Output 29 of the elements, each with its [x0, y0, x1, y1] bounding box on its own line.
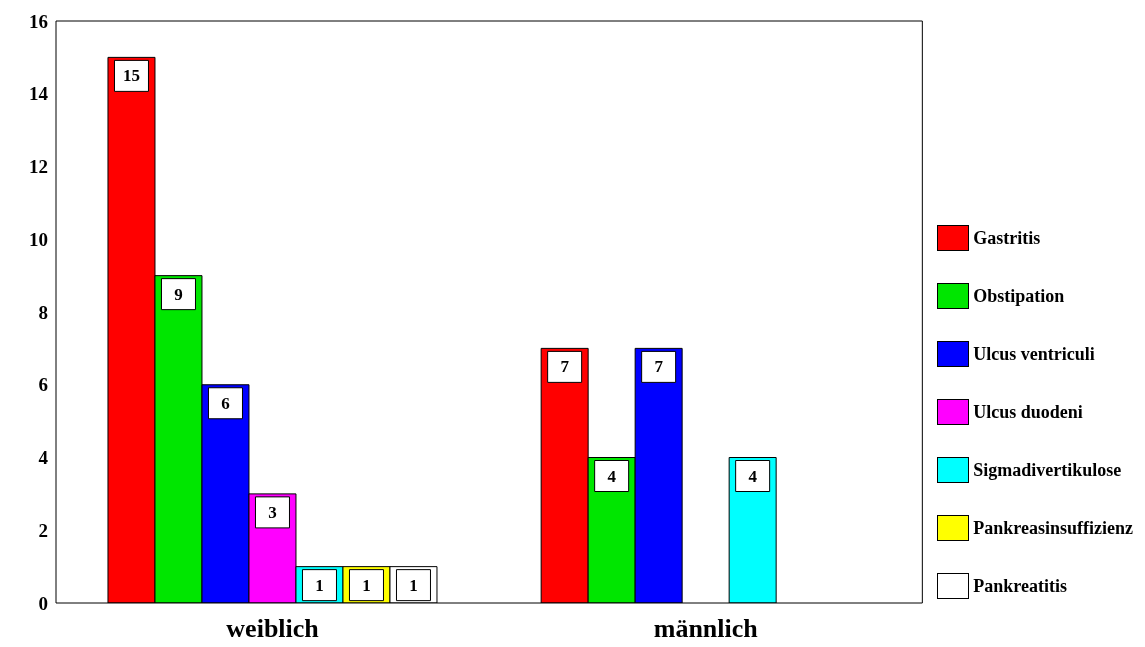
y-tick-label: 6	[38, 374, 48, 396]
data-label: 15	[122, 66, 140, 86]
data-label: 1	[315, 575, 324, 595]
y-tick-label: 2	[38, 519, 48, 541]
data-label: 4	[607, 466, 617, 486]
y-tick-label: 4	[38, 447, 49, 469]
y-tick-label: 12	[29, 156, 48, 178]
data-label: 7	[560, 357, 570, 377]
data-label: 6	[221, 393, 230, 413]
data-label: 1	[362, 575, 371, 595]
data-label: 7	[654, 357, 664, 377]
x-tick-label: männlich	[653, 614, 759, 644]
legend-label: Obstipation	[973, 285, 1065, 307]
y-tick-label: 14	[29, 83, 49, 105]
legend-label: Sigmadivertikulose	[973, 459, 1122, 481]
data-label: 9	[174, 284, 183, 304]
legend-label: Ulcus duodeni	[973, 401, 1083, 423]
x-tick-label: weiblich	[226, 614, 320, 644]
data-label: 3	[268, 502, 277, 522]
y-tick-label: 10	[29, 228, 48, 250]
y-tick-label: 0	[38, 592, 48, 614]
legend-label: Ulcus ventriculi	[973, 343, 1095, 365]
y-tick-label: 16	[29, 10, 48, 32]
legend-label: Gastritis	[973, 227, 1041, 249]
y-tick-label: 8	[38, 301, 48, 323]
legend-label: Pankreatitis	[973, 575, 1067, 597]
legend-label: Pankreasinsuffizienz	[973, 517, 1133, 539]
data-label: 4	[748, 466, 758, 486]
data-label: 1	[409, 575, 418, 595]
